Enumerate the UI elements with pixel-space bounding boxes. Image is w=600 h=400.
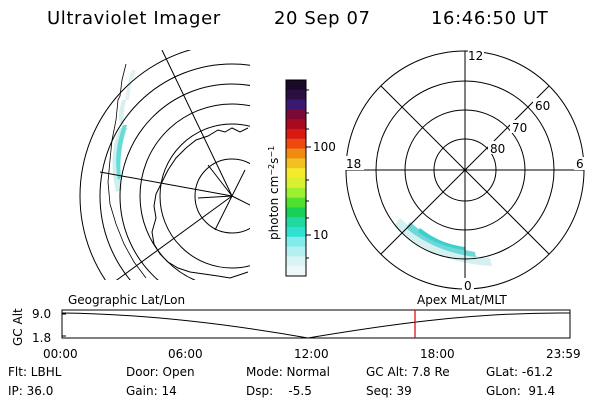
- timeline-right-label: Apex MLat/MLT: [417, 293, 507, 307]
- colorbar-ticks: [306, 89, 311, 259]
- colorbar-band: [286, 217, 306, 228]
- colorbar-band: [286, 129, 306, 140]
- colorbar-band: [286, 236, 306, 248]
- info-door: Door: Open: [126, 365, 195, 379]
- info-glat: GLat: -61.2: [486, 365, 553, 379]
- info-gain: Gain: 14: [126, 384, 177, 398]
- colorbar-band: [286, 227, 306, 238]
- timeline-ytick-bottom: 1.8: [32, 331, 51, 345]
- info-gc-alt: GC Alt: 7.8 Re: [366, 365, 450, 379]
- polar-aurora-emission: [394, 218, 492, 266]
- polar-lat-80: 80: [490, 142, 505, 156]
- info-seq: Seq: 39: [366, 384, 412, 398]
- colorbar-band: [286, 89, 306, 101]
- colorbar-band: [286, 266, 306, 277]
- timeline-ytick-top: 9.0: [32, 307, 51, 321]
- colorbar-unit-label: photon cm−2s−1: [267, 146, 281, 240]
- polar-mlt-lines: [346, 51, 584, 289]
- colorbar-band: [286, 187, 306, 199]
- colorbar-band: [286, 119, 306, 130]
- status-info: Flt: LBHL Door: Open Mode: Normal GC Alt…: [8, 365, 555, 398]
- time-tick-0600: 06:00: [168, 347, 203, 361]
- geo-meridian-lines: [99, 50, 250, 280]
- polar-lat-70: 70: [512, 121, 527, 135]
- polar-label-0: 0: [464, 279, 472, 293]
- info-dsp: Dsp: -5.5: [246, 384, 312, 398]
- colorbar-tick-100: 100: [313, 140, 336, 154]
- time-tick-2359: 23:59: [546, 347, 581, 361]
- colorbar-band: [286, 99, 306, 110]
- altitude-timeline: Geographic Lat/Lon Apex MLat/MLT GC Alt …: [11, 293, 581, 361]
- colorbar-tick-10: 10: [313, 228, 328, 242]
- colorbar-band: [286, 207, 306, 218]
- timeline-left-label: Geographic Lat/Lon: [68, 293, 185, 307]
- geographic-map: [79, 50, 250, 280]
- colorbar-band: [286, 168, 306, 179]
- colorbar-band: [286, 138, 306, 150]
- time-tick-1800: 18:00: [420, 347, 455, 361]
- timeline-ylabel: GC Alt: [11, 308, 25, 346]
- geo-latitude-lines: [79, 50, 250, 280]
- info-glon: GLon: 91.4: [486, 384, 555, 398]
- info-filter: Flt: LBHL: [8, 365, 62, 379]
- colorbar-band: [286, 109, 306, 120]
- colorbar-band: [286, 178, 306, 189]
- colorbar-band: [286, 148, 306, 159]
- timeline-frame: [61, 309, 571, 339]
- colorbar-band: [286, 80, 306, 91]
- polar-label-6: 6: [576, 157, 584, 171]
- altitude-curve: [61, 312, 571, 339]
- geo-coastline-west: [107, 63, 147, 279]
- polar-plot: 12 18 6 0 60 70 80: [344, 48, 586, 293]
- geo-coastline: [151, 127, 249, 279]
- time-tick-1200: 12:00: [294, 347, 329, 361]
- observation-time: 16:46:50 UT: [431, 8, 549, 29]
- instrument-title: Ultraviolet Imager: [47, 8, 221, 29]
- polar-label-18: 18: [346, 157, 361, 171]
- colorbar-band: [286, 158, 306, 169]
- colorbar-band: [286, 197, 306, 208]
- time-tick-0000: 00:00: [43, 347, 78, 361]
- observation-date: 20 Sep 07: [274, 8, 371, 29]
- geo-aurora-emission: [112, 70, 136, 192]
- polar-label-12: 12: [468, 49, 483, 63]
- colorbar-band: [286, 246, 306, 257]
- colorbar-band: [286, 256, 306, 267]
- polar-lat-60: 60: [535, 99, 550, 113]
- info-mode: Mode: Normal: [246, 365, 330, 379]
- colorbar: [286, 80, 306, 277]
- colorbar-frame: [285, 79, 307, 277]
- info-ip: IP: 36.0: [8, 384, 53, 398]
